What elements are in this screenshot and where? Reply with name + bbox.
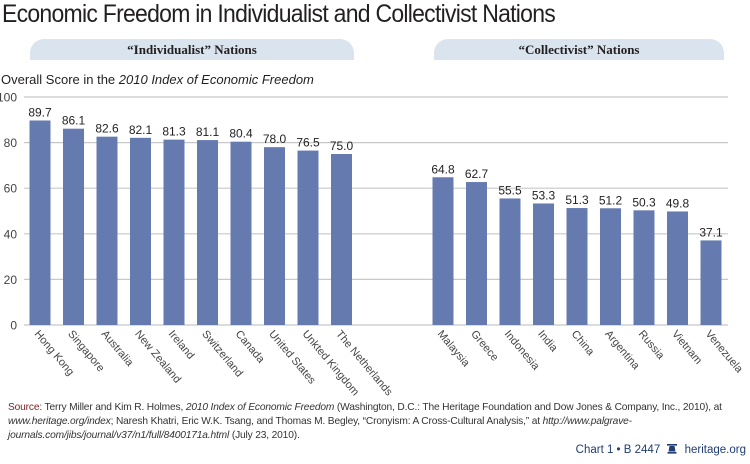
bar [700, 240, 722, 325]
site-link[interactable]: heritage.org [684, 444, 746, 456]
source-text-1: Terry Miller and Kim R. Holmes, [42, 402, 186, 413]
data-label: 76.5 [296, 136, 320, 150]
y-tick-label: 100 [0, 91, 17, 105]
bar [297, 150, 319, 325]
bar [600, 208, 621, 325]
data-label: 64.8 [431, 162, 455, 176]
bar [432, 177, 454, 325]
x-tick-label: Russia [636, 328, 667, 362]
liberty-bell-icon [667, 444, 678, 454]
individualist-group-header: “Individualist” Nations [30, 39, 354, 60]
source-text-3: ; Naresh Khatri, Eric W.K. Tsang, and Th… [110, 416, 543, 427]
subtitle-prefix: Overall Score in the [1, 72, 119, 87]
bar [533, 203, 554, 325]
x-tick-label: Ireland [166, 328, 197, 361]
bar [96, 136, 118, 325]
bar [29, 120, 51, 325]
subtitle-italic: 2010 Index of Economic Freedom [118, 72, 314, 87]
source-text-4: (July 23, 2010). [229, 430, 300, 441]
bar [667, 211, 688, 325]
data-label: 37.1 [699, 225, 723, 239]
y-tick-label: 0 [10, 319, 17, 333]
source-label: Source: [8, 402, 43, 413]
bar [163, 139, 185, 325]
chart-id: Chart 1 • B 2447 [575, 444, 661, 456]
data-label: 86.1 [62, 114, 86, 128]
chart-title: Economic Freedom in Individualist and Co… [2, 0, 556, 28]
data-label: 55.5 [498, 183, 522, 197]
y-tick-label: 60 [4, 182, 18, 196]
x-tick-label: India [535, 328, 560, 355]
y-tick-label: 40 [4, 227, 18, 241]
data-label: 49.8 [666, 196, 690, 210]
y-tick-label: 20 [4, 273, 18, 287]
data-label: 51.2 [599, 193, 623, 207]
x-tick-label: China [569, 328, 597, 358]
data-label: 75.0 [330, 139, 354, 153]
data-label: 82.6 [95, 122, 119, 136]
data-label: 89.7 [28, 105, 52, 119]
bar [197, 140, 218, 325]
bar [63, 128, 84, 325]
bar [499, 198, 521, 325]
source-note: Source: Terry Miller and Kim R. Holmes, … [8, 401, 748, 443]
data-label: 78.0 [263, 132, 287, 146]
data-label: 51.3 [565, 193, 589, 207]
source-italic-2: www.heritage.org/index [8, 416, 111, 427]
source-italic-1: 2010 Index of Economic Freedom [185, 402, 335, 413]
x-tick-label: Malaysia [435, 328, 473, 370]
data-label: 62.7 [465, 167, 489, 181]
x-tick-label: Canada [233, 328, 268, 366]
data-label: 80.4 [229, 127, 253, 141]
source-text-2: (Washington, D.C.: The Heritage Foundati… [334, 402, 722, 413]
bar [466, 182, 487, 325]
bar [130, 137, 151, 325]
footer: Chart 1 • B 2447 heritage.org [576, 444, 746, 456]
bar [633, 210, 655, 325]
source-italic-3: http://www.palgrave-journals.com/jibs/jo… [8, 416, 632, 441]
data-label: 81.1 [196, 125, 220, 139]
x-tick-label: Venezuela [703, 328, 746, 376]
bar [331, 154, 352, 325]
bar [566, 208, 588, 325]
data-label: 53.3 [532, 188, 556, 202]
x-tick-label: The Netherlands [333, 328, 395, 398]
bar [264, 147, 285, 325]
bar [230, 141, 252, 325]
x-tick-label: Vietnam [669, 328, 704, 366]
x-tick-label: Greece [468, 328, 500, 363]
data-label: 50.3 [632, 195, 656, 209]
collectivist-group-header: “Collectivist” Nations [434, 39, 724, 60]
data-label: 82.1 [129, 123, 153, 137]
y-tick-label: 80 [4, 136, 18, 150]
data-label: 81.3 [162, 125, 186, 139]
chart-subtitle: Overall Score in the 2010 Index of Econo… [1, 72, 314, 87]
